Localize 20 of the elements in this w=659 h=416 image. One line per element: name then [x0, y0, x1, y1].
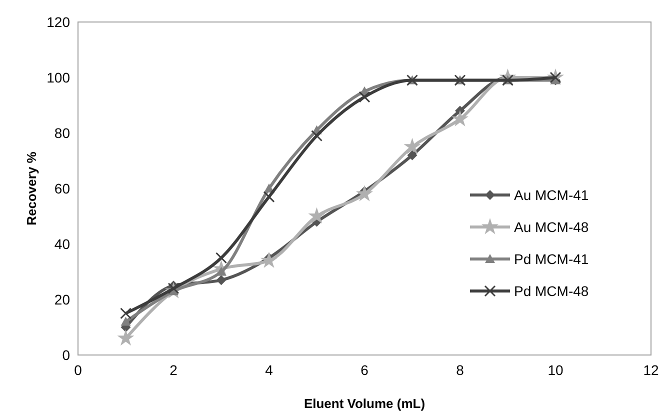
y-tick-label: 80 — [54, 124, 70, 141]
legend-label: Au MCM-41 — [514, 186, 589, 203]
x-tick-label: 2 — [170, 362, 178, 378]
x-tick-label: 0 — [74, 362, 82, 378]
y-tick-label: 120 — [46, 14, 70, 30]
x-tick-label: 10 — [548, 362, 564, 378]
y-tick-label: 20 — [54, 291, 70, 308]
legend-label: Pd MCM-48 — [514, 282, 589, 299]
x-tick-label: 12 — [643, 362, 659, 378]
x-tick-label: 4 — [265, 362, 274, 378]
y-tick-label: 100 — [46, 69, 70, 86]
legend-label: Pd MCM-41 — [514, 250, 589, 267]
x-tick-label: 6 — [360, 362, 369, 378]
legend-label: Au MCM-48 — [514, 218, 589, 235]
y-tick-label: 40 — [54, 236, 70, 252]
y-tick-label: 60 — [54, 180, 70, 196]
x-tick-label: 8 — [456, 362, 464, 378]
x-axis-title: Eluent Volume (mL) — [304, 396, 426, 411]
y-axis-title: Recovery % — [24, 151, 39, 226]
y-tick-label: 0 — [62, 346, 70, 363]
